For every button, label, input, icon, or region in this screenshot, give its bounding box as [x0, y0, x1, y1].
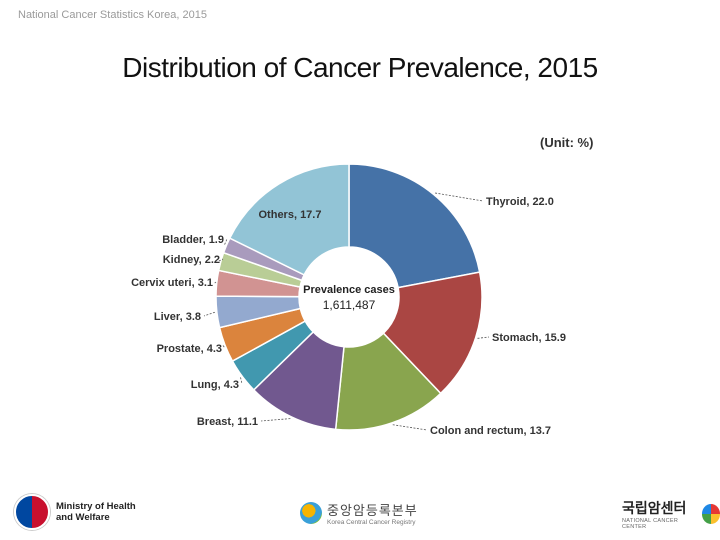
data-label: Others, 17.7 [259, 209, 322, 221]
kcr-korean: 중앙암등록본부 [327, 503, 418, 518]
footer: Ministry of Health and Welfare 중앙암등록본부 K… [0, 490, 720, 540]
data-label: Stomach, 15.9 [492, 332, 566, 344]
ncc-mark-icon [701, 504, 720, 524]
leader-line [224, 238, 228, 245]
government-emblem-icon [14, 494, 50, 530]
kcr-mark-icon [300, 502, 322, 524]
ncc-korean: 국립암센터 [622, 500, 687, 516]
leader-line [214, 281, 217, 284]
ministry-logo: Ministry of Health and Welfare [14, 494, 136, 530]
leader-line [240, 377, 243, 385]
data-label: Cervix uteri, 3.1 [131, 277, 213, 289]
header-note: National Cancer Statistics Korea, 2015 [18, 9, 207, 21]
page-title: Distribution of Cancer Prevalence, 2015 [122, 52, 598, 83]
ncc-logo: 국립암센터 NATIONAL CANCER CENTER [622, 498, 720, 530]
slice-thyroid [348, 163, 481, 289]
data-label: Liver, 3.8 [154, 311, 201, 323]
data-label: Breast, 11.1 [197, 416, 258, 428]
leader-line [218, 258, 224, 262]
leader-line [203, 311, 215, 317]
center-value: 1,611,487 [323, 298, 376, 312]
ncc-english: NATIONAL CANCER CENTER [622, 518, 679, 530]
slice-stomach [382, 271, 483, 395]
leader-line [260, 418, 291, 422]
leader-line [477, 336, 490, 339]
data-label: Lung, 4.3 [191, 379, 239, 391]
donut-chart: Thyroid, 22.0 Stomach, 15.9 Colon and rect… [131, 163, 566, 437]
kcr-english: Korea Central Cancer Registry [327, 519, 416, 526]
leader-line [222, 345, 226, 349]
unit-label: (Unit: %) [540, 135, 594, 150]
slice-others [228, 163, 350, 276]
ministry-line-1: Ministry of Health [56, 501, 136, 512]
center-title: Prevalence cases [303, 284, 395, 296]
leader-line [392, 424, 428, 431]
data-label: Colon and rectum, 13.7 [430, 425, 551, 437]
data-label: Bladder, 1.9 [162, 234, 224, 246]
data-label: Thyroid, 22.0 [486, 196, 554, 208]
data-label: Kidney, 2.2 [163, 254, 220, 266]
kcr-logo: 중앙암등록본부 Korea Central Cancer Registry [300, 500, 418, 526]
leader-line [434, 192, 484, 202]
ministry-line-2: and Welfare [56, 512, 110, 523]
data-label: Prostate, 4.3 [157, 343, 222, 355]
